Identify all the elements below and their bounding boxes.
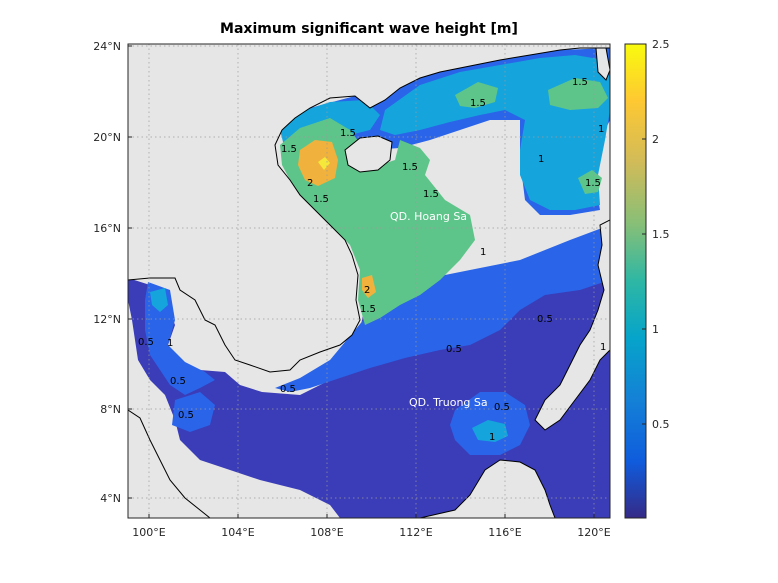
contour-label: 0.5	[494, 402, 510, 413]
colorbar-tick-label: 1	[652, 323, 659, 336]
hainan-island	[344, 135, 393, 173]
colorbar-tick-label: 2.5	[652, 38, 670, 51]
lat-tick-label: 16°N	[93, 222, 121, 235]
contour-label: 1.5	[572, 77, 588, 88]
contour-label: 1	[600, 342, 606, 353]
contour-label: 1.5	[423, 189, 439, 200]
place-label-hoang-sa: QD. Hoang Sa	[390, 210, 467, 223]
lon-tick-label: 104°E	[221, 526, 254, 539]
contour-label: 1	[167, 338, 173, 349]
lat-tick-label: 20°N	[93, 131, 121, 144]
lat-tick-label: 4°N	[100, 492, 121, 505]
land-borneo	[419, 459, 556, 518]
sea-level-2-east	[548, 78, 608, 110]
contour-label: 0.5	[280, 384, 296, 395]
lon-tick-label: 100°E	[132, 526, 165, 539]
mainland-north	[128, 44, 610, 373]
place-label-truong-sa: QD. Truong Sa	[409, 396, 488, 409]
lat-tick-label: 12°N	[93, 313, 121, 326]
graticule	[128, 44, 610, 518]
sea-level-1-south	[172, 392, 215, 432]
land-southwest	[128, 409, 211, 518]
contour-label: 0.5	[446, 344, 462, 355]
sea-peak	[318, 157, 330, 170]
sea-level-1-gulf	[145, 282, 215, 395]
plot-frame	[127, 43, 611, 519]
sea-level-1	[275, 225, 610, 392]
contour-label: 0.5	[537, 314, 553, 325]
lon-tick-label: 108°E	[310, 526, 343, 539]
sea-level-2-5-coast	[362, 275, 376, 298]
contour-label: 1.5	[585, 178, 601, 189]
land-philippines	[534, 219, 610, 431]
sea-level-2-5	[298, 140, 338, 186]
contour-label: 0.5	[170, 376, 186, 387]
contour-label: 1.5	[340, 128, 356, 139]
contour-labels: 1.5 1.5 1.5 1.5 2 1.5 1.5 1 1.5 2 1.5 1 …	[138, 77, 606, 443]
lon-tick-label: 116°E	[488, 526, 521, 539]
axis-ticks	[128, 45, 595, 518]
contour-label: 0.5	[178, 410, 194, 421]
colorbar-tick-label: 1.5	[652, 228, 670, 241]
lon-tick-label: 112°E	[399, 526, 432, 539]
sea-level-1-5-gulf	[150, 288, 168, 312]
colorbar-gradient	[624, 43, 647, 519]
contour-label: 1	[489, 432, 495, 443]
contour-label: 1	[538, 154, 544, 165]
sea-level-2-luzon	[578, 170, 602, 194]
contour-label: 1	[480, 247, 486, 258]
land-taiwan	[595, 47, 610, 81]
colorbar-tick-label: 0.5	[652, 418, 670, 431]
sea-level-1-5-south	[472, 420, 508, 442]
contour-label: 1.5	[281, 144, 297, 155]
contour-label: 1.5	[470, 98, 486, 109]
contour-label: 0.5	[138, 337, 154, 348]
colorbar-tick-label: 2	[652, 133, 659, 146]
sea-level-0-5	[128, 278, 610, 518]
contour-label: 2	[364, 285, 370, 296]
lat-tick-label: 24°N	[93, 40, 121, 53]
contour-label: 1.5	[313, 194, 329, 205]
lon-tick-labels: 100°E 104°E 108°E 112°E 116°E 120°E	[132, 526, 610, 539]
colorbar: 2.5 2 1.5 1 0.5	[624, 38, 670, 519]
sea-level-2-ne	[455, 82, 498, 108]
contour-label: 2	[307, 178, 313, 189]
map-title: Maximum significant wave height [m]	[220, 21, 518, 37]
lat-tick-labels: 24°N 20°N 16°N 12°N 8°N 4°N	[93, 40, 121, 505]
contour-label: 1.5	[402, 162, 418, 173]
lat-tick-label: 8°N	[100, 403, 121, 416]
map-plot-area: 1.5 1.5 1.5 1.5 2 1.5 1.5 1 1.5 2 1.5 1 …	[128, 44, 610, 518]
contour-label: 1	[598, 124, 604, 135]
lon-tick-label: 120°E	[577, 526, 610, 539]
contour-label: 1.5	[360, 304, 376, 315]
